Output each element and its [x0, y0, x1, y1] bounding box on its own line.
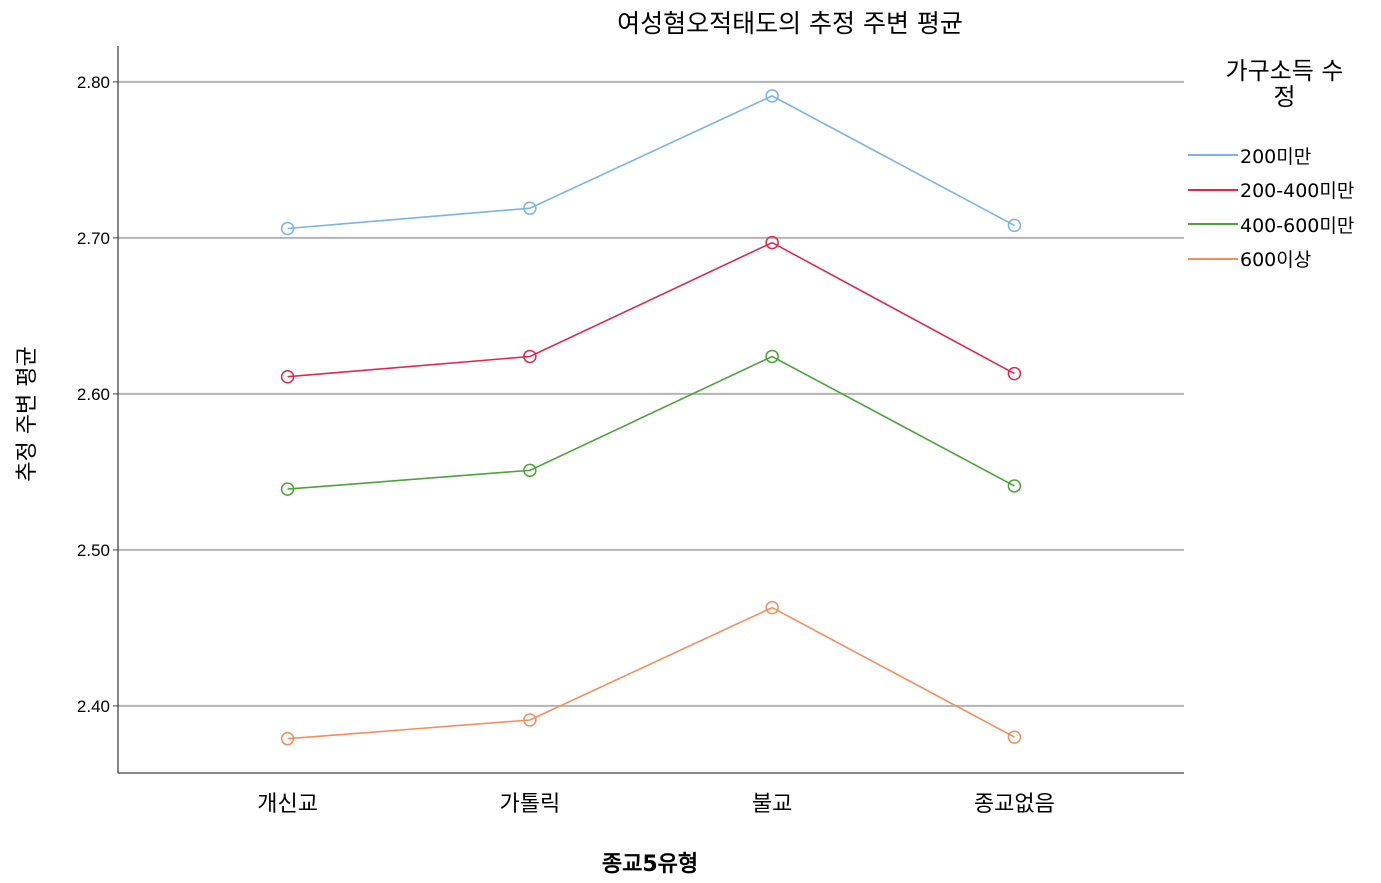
data-point [765, 89, 779, 103]
legend-item-200-under: 200미만 [1188, 138, 1354, 173]
x-tick-labels: 개신교 가톨릭 불교 종교없음 [257, 792, 1055, 817]
axes [117, 46, 1184, 774]
legend-item-600-over: 600이상 [1188, 242, 1354, 277]
chart-title: 여성혐오적태도의 추정 주변 평균 [617, 9, 963, 38]
x-axis-label: 종교5유형 [601, 852, 699, 877]
series-4 [280, 600, 1022, 746]
legend-label: 400-600미만 [1240, 214, 1355, 237]
legend: 200미만 200-400미만 400-600미만 600이상 [1188, 138, 1354, 276]
legend-label: 200-400미만 [1240, 180, 1355, 203]
gridlines [113, 80, 1184, 707]
x-tick-label: 불교 [752, 792, 792, 817]
data-point [765, 600, 779, 615]
legend-label: 600이상 [1240, 249, 1312, 272]
legend-label: 200미만 [1240, 145, 1312, 168]
data-point [280, 221, 295, 236]
data-point [523, 463, 537, 478]
data-point [523, 201, 537, 215]
series-line [287, 355, 1015, 490]
legend-swatch [1188, 188, 1238, 191]
series-line [287, 241, 1015, 378]
data-point [1007, 366, 1022, 381]
legend-title-line-1: 가구소득 수 [1225, 57, 1344, 85]
data-point [765, 235, 779, 250]
data-point [280, 731, 295, 746]
series-line [287, 606, 1015, 740]
x-tick-label: 개신교 [257, 792, 318, 817]
series-2 [280, 235, 1022, 384]
x-tick-label: 종교없음 [974, 792, 1055, 817]
legend-swatch [1188, 257, 1238, 260]
series-3 [280, 349, 1022, 496]
data-point [280, 482, 295, 496]
legend-title: 가구소득 수 정 [1192, 58, 1377, 110]
data-point [1007, 730, 1022, 744]
data-point [1007, 479, 1022, 493]
legend-item-400-600: 400-600미만 [1188, 207, 1354, 242]
y-tick-label: 2.50 [77, 541, 110, 560]
series-1 [280, 89, 1022, 236]
legend-swatch [1188, 223, 1238, 226]
y-tick-label: 2.40 [77, 697, 110, 716]
data-point [523, 713, 537, 727]
y-tick-labels: 2.40 2.50 2.60 2.70 2.80 [77, 73, 110, 716]
data-point [523, 349, 537, 364]
series-line [287, 95, 1015, 230]
x-tick-label: 가톨릭 [499, 792, 560, 817]
y-axis-label: 추정 주변 평균 [15, 346, 40, 482]
y-tick-label: 2.80 [77, 73, 110, 92]
legend-item-200-400: 200-400미만 [1188, 173, 1354, 208]
data-point [1007, 218, 1022, 233]
legend-title-line-2: 정 [1273, 83, 1296, 111]
legend-swatch [1188, 154, 1238, 157]
y-tick-label: 2.70 [77, 229, 110, 248]
y-tick-label: 2.60 [77, 385, 110, 404]
data-point [280, 369, 295, 384]
series-lines [280, 89, 1022, 746]
data-point [765, 349, 779, 364]
